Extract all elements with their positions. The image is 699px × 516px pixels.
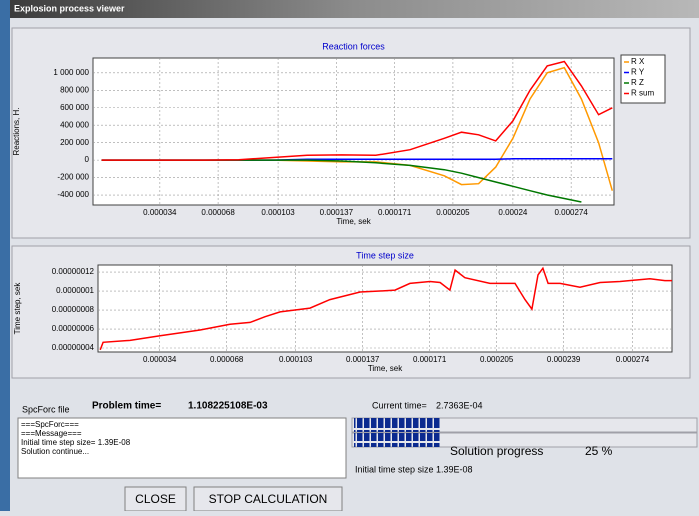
series-line [99, 266, 672, 351]
x-tick-label: 0.000137 [346, 355, 380, 364]
plot-area [92, 57, 615, 206]
plot-area [97, 264, 673, 353]
button-face[interactable] [193, 486, 343, 512]
y-tick-label: 200 000 [60, 138, 89, 147]
file-label: SpcForc file [22, 404, 70, 414]
window-border [0, 0, 10, 511]
button-label[interactable]: STOP CALCULATION [209, 492, 328, 506]
x-tick-label: 0.000274 [554, 208, 588, 217]
y-axis-label: Reactions, H. [12, 107, 21, 155]
close-button[interactable]: CLOSE [124, 486, 187, 512]
x-tick-label: 0.000205 [436, 208, 470, 217]
legend-label: R Y [631, 68, 645, 77]
progress-bar [354, 433, 441, 447]
x-tick-label: 0.000274 [616, 355, 650, 364]
log-line: Solution continue... [21, 447, 89, 456]
x-axis-label: Time, sek [336, 217, 371, 226]
current-label: Current time= [372, 400, 427, 410]
log-box [17, 417, 347, 479]
current-value: 2.7363E-04 [436, 400, 483, 410]
problem-value: 1.108225108E-03 [188, 401, 268, 412]
series-line [101, 60, 613, 161]
y-tick-label: 0.00000012 [52, 267, 95, 276]
y-tick-label: 1 000 000 [53, 68, 89, 77]
button-label[interactable]: CLOSE [135, 492, 176, 506]
x-tick-label: 0.00024 [498, 208, 527, 217]
y-tick-label: 0.00000004 [52, 343, 95, 352]
log-line: ===SpcForc=== [21, 420, 79, 429]
y-tick-label: 0.00000008 [52, 305, 95, 314]
y-tick-label: 0 [85, 155, 90, 164]
stop-button[interactable]: STOP CALCULATION [193, 486, 343, 512]
x-axis-label: Time, sek [368, 364, 403, 373]
x-tick-label: 0.000239 [547, 355, 581, 364]
y-tick-label: 600 000 [60, 103, 89, 112]
y-tick-label: -200 000 [57, 173, 89, 182]
problem-label: Problem time= [92, 401, 161, 412]
initial-step: Initial time step size 1.39E-08 [355, 464, 473, 474]
legend-label: R X [631, 57, 645, 66]
x-tick-label: 0.000137 [320, 208, 354, 217]
y-tick-label: 400 000 [60, 120, 89, 129]
progress-value: 25 % [585, 444, 613, 458]
y-tick-label: 800 000 [60, 85, 89, 94]
chart-title: Time step size [356, 250, 414, 260]
progress-bar [354, 418, 441, 432]
y-tick-label: 0.0000001 [56, 286, 94, 295]
y-tick-label: 0.00000006 [52, 324, 95, 333]
legend-box [620, 54, 666, 104]
legend-label: R sum [631, 89, 654, 98]
log-line: Initial time step size= 1.39E-08 [21, 438, 131, 447]
window-title: Explosion process viewer [14, 3, 125, 13]
x-tick-label: 0.000034 [143, 355, 177, 364]
x-tick-label: 0.000068 [201, 208, 235, 217]
y-axis-label: Time step, sek [13, 282, 22, 335]
x-tick-label: 0.000103 [261, 208, 295, 217]
x-tick-label: 0.000171 [413, 355, 447, 364]
progress-label: Solution progress [450, 444, 543, 458]
x-tick-label: 0.000068 [210, 355, 244, 364]
x-tick-label: 0.000171 [378, 208, 412, 217]
x-tick-label: 0.000103 [279, 355, 313, 364]
title-bar [10, 0, 699, 18]
x-tick-label: 0.000034 [143, 208, 177, 217]
log-line: ===Message=== [21, 429, 82, 438]
legend-label: R Z [631, 78, 644, 87]
x-tick-label: 0.000205 [480, 355, 514, 364]
chart-title: Reaction forces [322, 41, 385, 51]
y-tick-label: -400 000 [57, 190, 89, 199]
